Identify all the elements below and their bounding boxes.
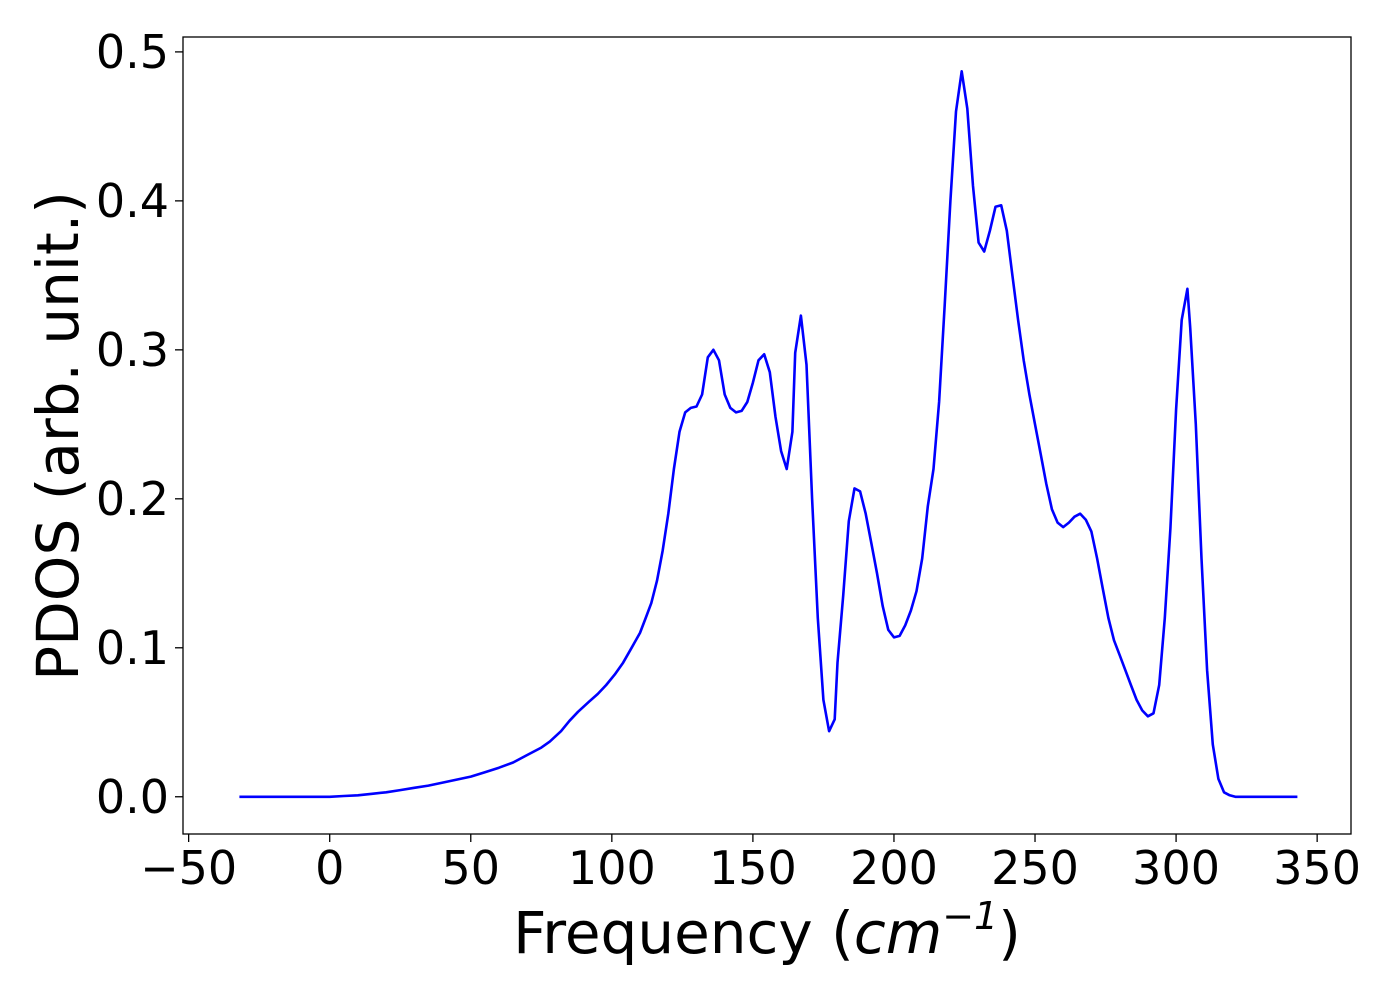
y-tick-label: 0.4 [96,174,169,228]
y-tick-label: 0.1 [96,621,169,675]
pdos-series-line [239,70,1298,799]
y-axis: 0.0 0.1 0.2 0.3 0.4 0.5 [96,25,183,824]
y-tick-label: 0.5 [96,25,169,79]
y-tick-label: 0.3 [96,323,169,377]
y-tick-label: 0.0 [96,770,169,824]
x-tick-label: 300 [1132,841,1220,895]
x-tick-label: −50 [140,841,237,895]
x-tick-label: 200 [850,841,938,895]
x-tick-label: 50 [441,841,500,895]
x-axis-label: Frequency (cm−1) [513,894,1021,967]
x-tick-label: 250 [991,841,1079,895]
x-tick-label: 350 [1273,841,1361,895]
x-tick-label: 0 [315,841,344,895]
plot-frame [182,36,1352,835]
x-axis: −50 0 50 100 150 200 250 300 350 [140,834,1361,895]
y-tick-label: 0.2 [96,472,169,526]
y-axis-label: PDOS (arb. unit.) [24,191,92,681]
x-tick-label: 100 [568,841,656,895]
x-tick-label: 150 [709,841,797,895]
